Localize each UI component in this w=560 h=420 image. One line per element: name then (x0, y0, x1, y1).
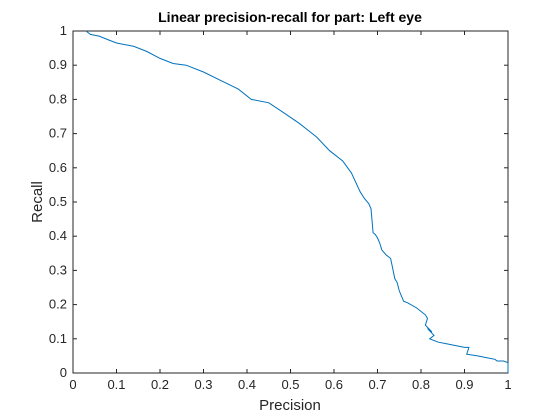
x-tick-label: 0.9 (455, 377, 473, 392)
precision-recall-curve (85, 30, 509, 373)
x-axis-label: Precision (259, 397, 321, 414)
x-axis: 0 0.1 0.2 0.3 0.4 0.5 0.6 0.7 0.8 0.9 1 (69, 31, 512, 392)
plot-area (72, 30, 509, 374)
y-tick-label: 0.7 (49, 126, 67, 141)
x-tick-label: 0.7 (368, 377, 386, 392)
y-tick-label: 0.5 (49, 194, 67, 209)
y-tick-label: 0.8 (49, 91, 67, 106)
x-tick-label: 0.4 (238, 377, 256, 392)
y-tick-label: 0.9 (49, 57, 67, 72)
chart-title: Linear precision-recall for part: Left e… (158, 9, 422, 25)
y-axis: 0 0.1 0.2 0.3 0.4 0.5 0.6 0.7 0.8 0.9 1 (49, 23, 508, 380)
x-tick-label: 0.5 (281, 377, 299, 392)
y-tick-label: 0 (60, 365, 67, 380)
x-tick-label: 0 (69, 377, 76, 392)
x-tick-label: 0.6 (325, 377, 343, 392)
y-tick-label: 0.4 (49, 228, 67, 243)
x-tick-label: 0.1 (107, 377, 125, 392)
y-tick-label: 0.2 (49, 297, 67, 312)
y-tick-label: 1 (60, 23, 67, 38)
y-axis-label: Recall (29, 181, 46, 223)
y-tick-label: 0.1 (49, 331, 67, 346)
x-tick-label: 0.8 (412, 377, 430, 392)
y-tick-label: 0.3 (49, 262, 67, 277)
x-tick-label: 0.2 (151, 377, 169, 392)
x-tick-label: 0.3 (194, 377, 212, 392)
y-tick-label: 0.6 (49, 160, 67, 175)
x-tick-label: 1 (504, 377, 511, 392)
